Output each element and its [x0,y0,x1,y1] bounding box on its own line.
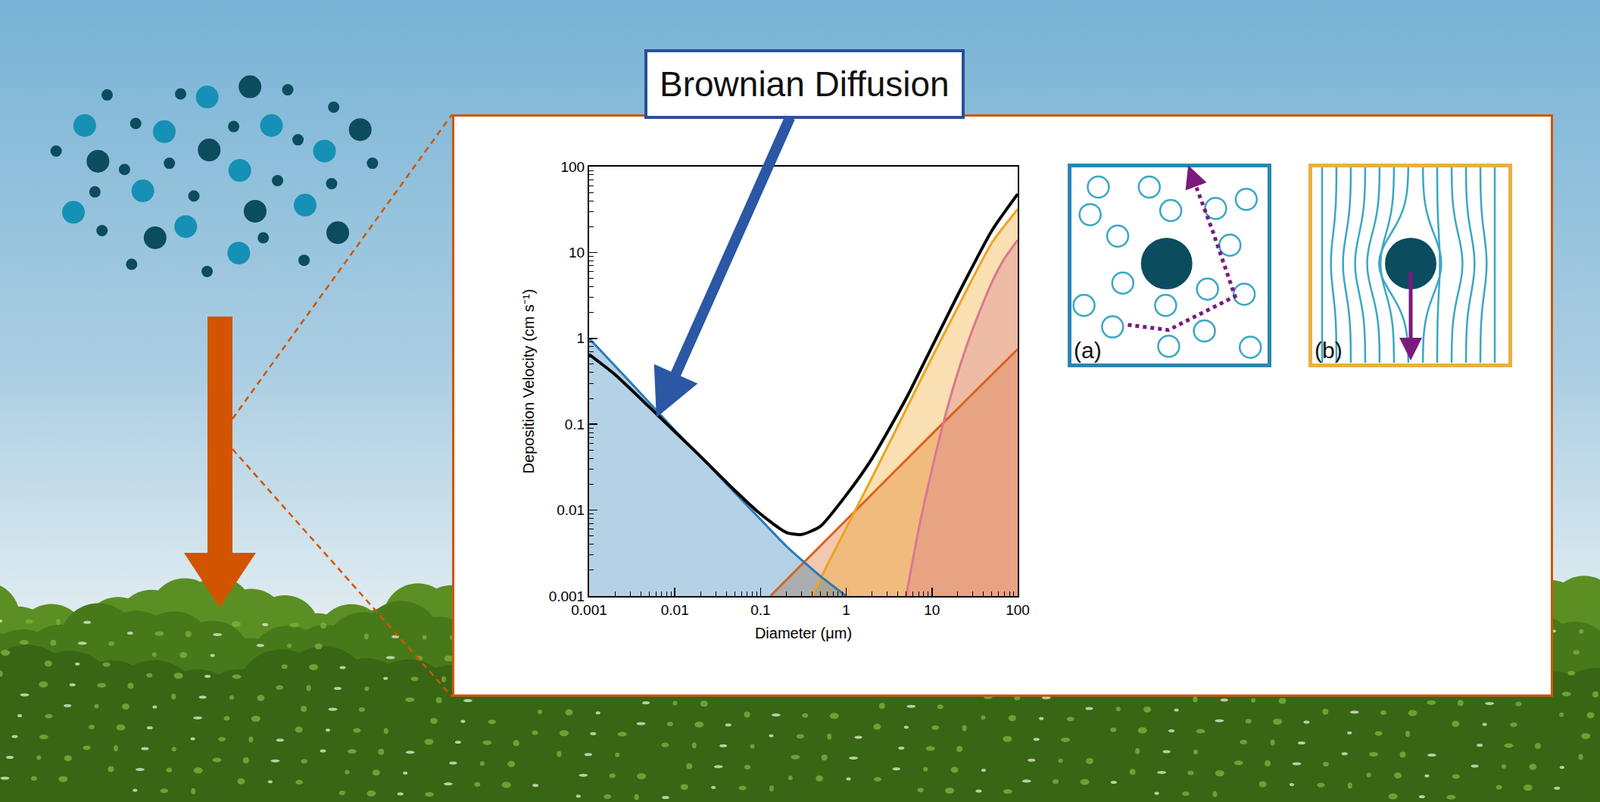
svg-text:Deposition Velocity (cm s⁻¹): Deposition Velocity (cm s⁻¹) [520,289,537,475]
svg-text:10: 10 [568,244,585,261]
svg-text:(a): (a) [1073,337,1102,363]
svg-text:Brownian Diffusion: Brownian Diffusion [659,64,950,104]
svg-text:100: 100 [560,159,585,175]
svg-text:1: 1 [576,330,586,347]
svg-text:0.001: 0.001 [548,588,586,605]
svg-text:0.1: 0.1 [750,601,771,618]
svg-text:0.01: 0.01 [661,601,690,618]
svg-text:(b): (b) [1314,337,1343,363]
svg-text:10: 10 [923,601,940,618]
svg-text:1: 1 [842,601,851,618]
svg-text:0.001: 0.001 [570,601,608,618]
svg-text:0.1: 0.1 [564,416,585,433]
svg-text:100: 100 [1005,601,1030,618]
svg-text:Diameter (μm): Diameter (μm) [754,624,852,642]
svg-text:0.01: 0.01 [556,502,585,518]
